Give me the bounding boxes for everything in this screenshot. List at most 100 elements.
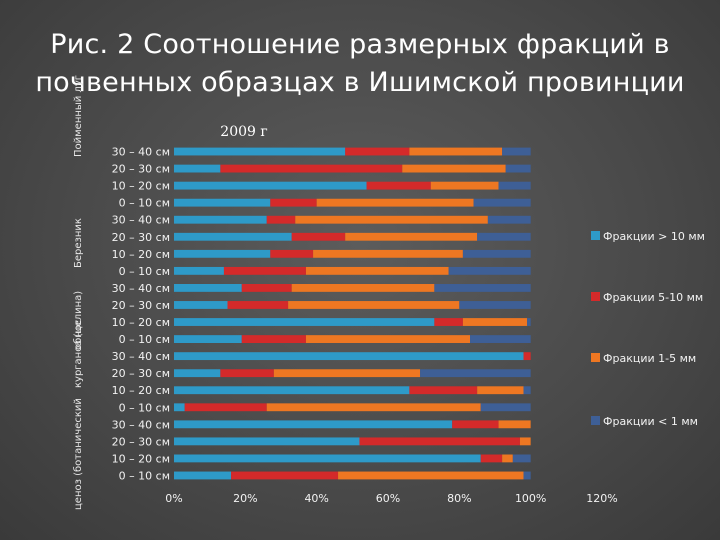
bar-segment-s1-r19 — [231, 471, 339, 480]
bar-segment-s0-r18 — [174, 454, 481, 463]
bar-segment-s0-r6 — [174, 249, 271, 258]
legend-label: Фракции < 1 мм — [603, 415, 698, 428]
category-label: 20 – 30 см — [112, 163, 170, 176]
bar-segment-s0-r0 — [174, 147, 346, 156]
bar-segment-s1-r8 — [241, 284, 292, 292]
bar-segment-s2-r7 — [305, 266, 449, 275]
bar-segment-s2-r2 — [430, 181, 499, 190]
bar-segment-s0-r5 — [174, 232, 292, 241]
group-label: Березник — [73, 218, 84, 268]
bar-segment-s1-r12 — [523, 352, 531, 361]
bar-segment-s3-r2 — [498, 181, 531, 190]
category-label: 0 – 10 см — [119, 197, 170, 210]
bar-segment-s2-r15 — [266, 403, 481, 412]
bar-segment-s0-r9 — [174, 301, 228, 309]
legend-swatch — [591, 231, 600, 240]
bar-segment-s0-r17 — [174, 437, 360, 446]
bar-segment-s1-r6 — [270, 249, 314, 258]
legend-swatch — [591, 292, 600, 301]
x-tick-label: 0% — [165, 492, 182, 505]
bar-segment-s1-r13 — [220, 369, 274, 378]
bar-segment-s0-r3 — [174, 198, 271, 207]
category-label: 30 – 40 см — [112, 282, 170, 295]
bar-segment-s2-r11 — [305, 335, 471, 343]
bar-segment-s0-r8 — [174, 284, 242, 292]
x-axis-ticks: 0% 20% 40% 60% 80% 100% 120% — [165, 492, 617, 505]
legend-swatch — [591, 416, 600, 425]
category-label: 0 – 10 см — [119, 265, 170, 278]
category-label: 30 – 40 см — [112, 214, 170, 227]
x-tick-label: 20% — [233, 492, 257, 505]
bar-segment-s0-r14 — [174, 386, 410, 395]
category-label: 10 – 20 см — [112, 316, 170, 329]
bar-segment-s1-r18 — [480, 454, 503, 463]
bar-segment-s3-r18 — [512, 454, 531, 463]
legend-label: Фракции 1-5 мм — [603, 352, 696, 365]
legend: Фракции > 10 мм Фракции 5-10 мм Фракции 1-… — [591, 230, 705, 428]
bar-segment-s0-r15 — [174, 403, 185, 412]
bar-segment-s1-r15 — [184, 403, 267, 412]
bar-segment-s2-r0 — [409, 147, 503, 156]
bar-segment-s0-r13 — [174, 369, 221, 378]
bar-segment-s3-r13 — [420, 369, 531, 378]
category-label: 30 – 40 см — [112, 146, 170, 159]
bar-segment-s2-r17 — [519, 437, 531, 446]
bar-segment-s3-r14 — [523, 386, 531, 395]
bar-segment-s0-r16 — [174, 420, 453, 429]
x-tick-label: 60% — [376, 492, 400, 505]
chart-title: 2009 г — [220, 124, 267, 140]
bar-segment-s2-r16 — [498, 420, 531, 429]
category-labels: 30 – 40 см 20 – 30 см 10 – 20 см 0 – 10 см 3… — [112, 146, 170, 483]
bar-segment-s3-r7 — [448, 266, 531, 275]
bar-segment-s0-r1 — [174, 164, 221, 173]
bar-segment-s3-r3 — [473, 198, 531, 207]
category-label: 0 – 10 см — [119, 469, 170, 482]
bar-segment-s2-r19 — [338, 471, 524, 480]
bar-segment-s1-r5 — [291, 232, 346, 241]
bar-segment-s2-r14 — [477, 386, 524, 395]
bar-segment-s3-r5 — [477, 232, 531, 241]
bar-segment-s1-r2 — [366, 181, 431, 190]
group-label: Пойменный луг — [73, 75, 84, 157]
bar-segment-s2-r4 — [295, 215, 488, 224]
bar-segment-s2-r6 — [313, 249, 463, 258]
category-label: 10 – 20 см — [112, 384, 170, 397]
bar-segment-s3-r1 — [505, 164, 531, 173]
bar-segment-s1-r11 — [241, 335, 306, 343]
bar-segment-s2-r1 — [402, 164, 506, 173]
legend-swatch — [591, 353, 600, 362]
bar-segment-s2-r5 — [345, 232, 478, 241]
category-label: 0 – 10 см — [119, 401, 170, 414]
bar-segment-s0-r19 — [174, 471, 232, 480]
category-label: 20 – 30 см — [112, 231, 170, 244]
bar-segment-s3-r0 — [502, 147, 531, 156]
bar-segment-s1-r10 — [434, 318, 463, 326]
bar-segment-s0-r4 — [174, 215, 267, 224]
bar-segment-s1-r7 — [223, 266, 306, 275]
x-tick-label: 40% — [304, 492, 328, 505]
category-label: 10 – 20 см — [112, 248, 170, 261]
category-label: 30 – 40 см — [112, 418, 170, 431]
slide-title: Рис. 2 Соотношение размерных фракций в п… — [20, 26, 700, 102]
bar-segment-s3-r8 — [434, 284, 531, 292]
bar-segment-s3-r11 — [470, 335, 531, 343]
category-label: 20 – 30 см — [112, 367, 170, 380]
bar-segment-s2-r10 — [462, 318, 528, 326]
x-tick-label: 100% — [515, 492, 546, 505]
group-label: обнос — [73, 320, 84, 350]
legend-label: Фракции 5-10 мм — [603, 291, 703, 304]
bar-segment-s1-r0 — [345, 147, 410, 156]
bars-layer — [174, 147, 531, 480]
bar-segment-s2-r18 — [502, 454, 513, 463]
category-label: 20 – 30 см — [112, 435, 170, 448]
category-label: 20 – 30 см — [112, 299, 170, 312]
group-label: курганоз (целина) — [73, 291, 84, 388]
bar-segment-s1-r16 — [452, 420, 499, 429]
bar-segment-s3-r19 — [523, 471, 531, 480]
bar-segment-s3-r9 — [459, 301, 531, 309]
bar-segment-s0-r11 — [174, 335, 242, 343]
bar-segment-s3-r15 — [480, 403, 531, 412]
bar-segment-s0-r2 — [174, 181, 367, 190]
bar-segment-s1-r14 — [409, 386, 478, 395]
group-labels: Березник Пойменный луг ценоз (ботанический… — [73, 75, 84, 510]
